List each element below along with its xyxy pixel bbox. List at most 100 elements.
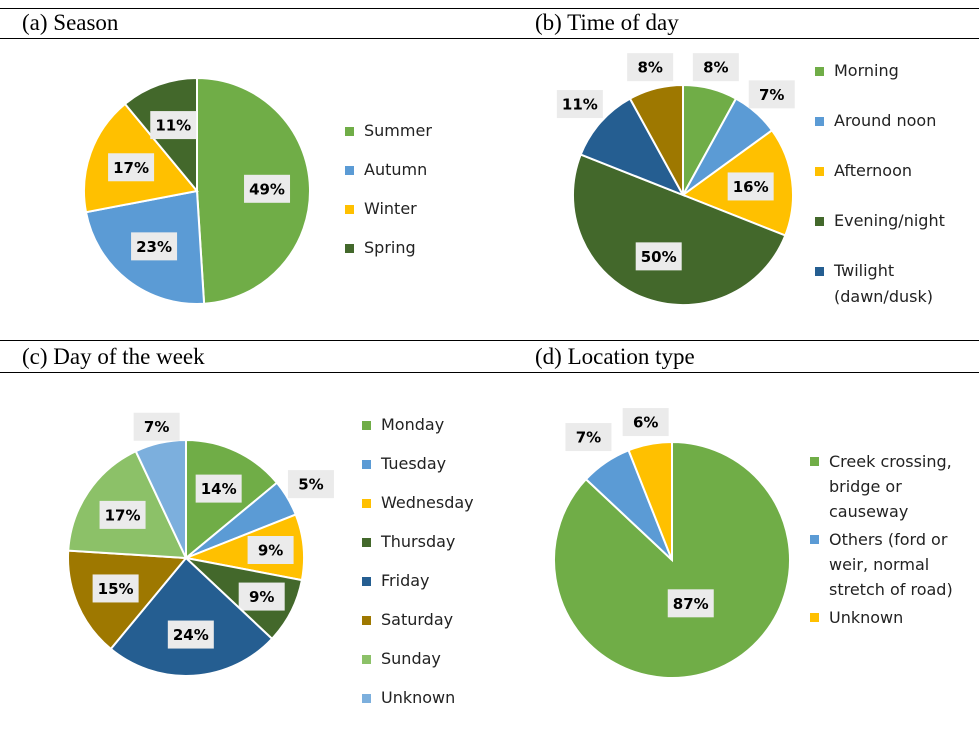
legend-swatch xyxy=(362,693,371,703)
legend-item: Creek crossing, bridge or causeway xyxy=(810,449,970,524)
data-label: 50% xyxy=(641,248,677,266)
legend-label: Unknown xyxy=(829,608,904,627)
data-label: 11% xyxy=(155,117,191,135)
legend-swatch xyxy=(362,615,371,625)
legend-label: Sunday xyxy=(381,649,441,668)
data-label: 15% xyxy=(98,580,134,598)
data-label: 7% xyxy=(576,429,601,447)
data-label: 8% xyxy=(637,59,662,77)
legend-label: Autumn xyxy=(364,160,428,179)
legend-item: Around noon xyxy=(815,108,965,134)
legend-label: Saturday xyxy=(381,610,454,629)
rule xyxy=(0,38,979,39)
legend-swatch xyxy=(362,459,371,469)
legend-label: Tuesday xyxy=(381,454,447,473)
legend-swatch xyxy=(810,457,819,466)
data-label: 9% xyxy=(249,588,274,606)
legend-item: Sunday xyxy=(362,646,562,672)
label-box xyxy=(556,90,603,119)
data-label: 23% xyxy=(136,238,172,256)
panel-title: (d) Location type xyxy=(535,344,695,369)
label-box xyxy=(287,470,334,499)
legend-item: Unknown xyxy=(810,605,970,630)
label-box xyxy=(622,408,669,437)
legend-swatch xyxy=(815,216,824,226)
pie-slice xyxy=(627,440,673,561)
legend-swatch xyxy=(345,165,354,175)
label-box xyxy=(247,536,294,565)
label-box xyxy=(692,53,739,82)
legend-swatch xyxy=(815,116,824,126)
data-label: 5% xyxy=(298,476,323,494)
label-box xyxy=(99,500,146,529)
legend-item: Summer xyxy=(345,118,545,144)
label-box xyxy=(635,242,682,271)
panel-title: (c) Day of the week xyxy=(22,344,205,369)
label-box xyxy=(727,172,774,201)
legend-swatch xyxy=(810,613,819,622)
legend-label: Afternoon xyxy=(834,161,912,180)
legend-swatch xyxy=(345,126,354,136)
legend-item: Friday xyxy=(362,568,562,594)
label-box xyxy=(667,589,714,618)
legend-label: Morning xyxy=(834,61,899,80)
data-label: 8% xyxy=(703,59,728,77)
legend-swatch xyxy=(815,66,824,76)
data-label: 17% xyxy=(113,159,149,177)
legend-swatch xyxy=(362,420,371,430)
legend-label: Summer xyxy=(364,121,432,140)
legend-swatch xyxy=(810,535,819,544)
legend-label: Thursday xyxy=(381,532,456,551)
legend: Creek crossing, bridge or causeway Others… xyxy=(810,449,970,630)
legend-item: Unknown xyxy=(362,685,562,711)
legend-swatch xyxy=(362,498,371,508)
pie-slice xyxy=(134,438,187,559)
legend-label: Others (ford or weir, normal stretch of … xyxy=(829,530,953,599)
legend: Morning Around noon Afternoon Evening/night… xyxy=(815,58,965,310)
legend: Summer Autumn Winter Spring xyxy=(345,118,545,261)
legend-label: Monday xyxy=(381,415,445,434)
label-box xyxy=(195,474,242,503)
pie-slice xyxy=(553,440,791,679)
legend-item: Monday xyxy=(362,412,562,438)
legend-item: Wednesday xyxy=(362,490,562,516)
rule xyxy=(0,372,979,373)
legend-swatch xyxy=(345,243,354,253)
data-label: 9% xyxy=(258,542,283,560)
data-label: 16% xyxy=(733,178,769,196)
label-box xyxy=(244,174,291,203)
data-label: 6% xyxy=(633,414,658,432)
label-box xyxy=(150,111,197,140)
rule xyxy=(0,8,979,9)
legend-label: Unknown xyxy=(381,688,456,707)
label-box xyxy=(167,620,214,649)
legend-item: Others (ford or weir, normal stretch of … xyxy=(810,527,970,602)
data-label: 17% xyxy=(105,506,141,524)
legend-swatch xyxy=(362,654,371,664)
legend-swatch xyxy=(815,266,824,276)
legend-item: Evening/night xyxy=(815,208,965,234)
pie-slice xyxy=(571,153,787,307)
label-box xyxy=(627,53,674,82)
data-label: 11% xyxy=(562,96,598,114)
legend-item: Winter xyxy=(345,196,545,222)
legend-label: Spring xyxy=(364,238,416,257)
legend-item: Tuesday xyxy=(362,451,562,477)
label-box xyxy=(108,153,155,182)
legend-item: Afternoon xyxy=(815,158,965,184)
legend-item: Saturday xyxy=(362,607,562,633)
data-label: 14% xyxy=(201,480,237,498)
panel-title: (b) Time of day xyxy=(535,10,679,35)
legend-label: Around noon xyxy=(834,111,937,130)
panel-title: (a) Season xyxy=(22,10,119,35)
data-label: 87% xyxy=(673,595,709,613)
data-label: 24% xyxy=(173,626,209,644)
legend-item: Spring xyxy=(345,235,545,261)
pie-slice xyxy=(628,83,684,196)
legend-label: Twilight (dawn/dusk) xyxy=(834,261,933,306)
legend-label: Winter xyxy=(364,199,417,218)
legend-item: Autumn xyxy=(345,157,545,183)
label-box xyxy=(131,232,178,261)
legend-swatch xyxy=(362,576,371,586)
